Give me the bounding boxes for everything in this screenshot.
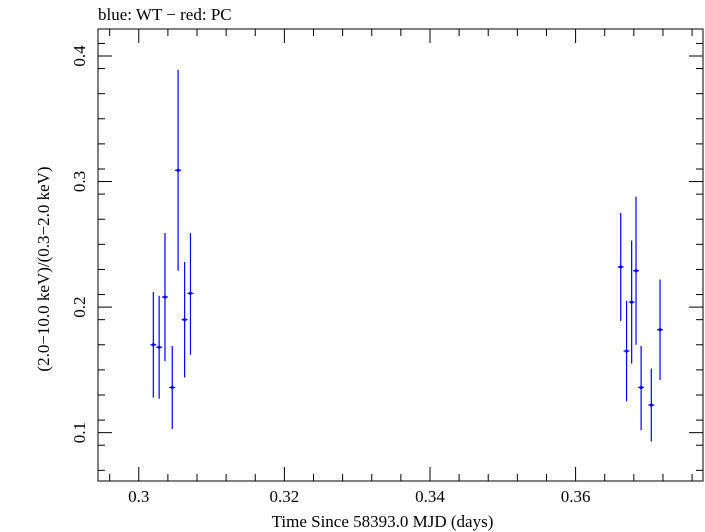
point-marker	[183, 318, 187, 322]
data-point	[175, 69, 182, 271]
data-point	[628, 240, 635, 364]
x-tick-label: 0.34	[415, 487, 445, 506]
data-point	[181, 261, 188, 378]
data-point	[633, 196, 640, 345]
data-point	[169, 346, 176, 429]
point-marker	[163, 295, 167, 299]
point-marker	[176, 168, 180, 172]
point-marker	[639, 385, 643, 390]
point-marker	[658, 328, 662, 332]
x-tick-label: 0.32	[270, 487, 300, 506]
point-marker	[619, 265, 623, 269]
point-marker	[157, 345, 161, 349]
x-tick-label: 0.3	[128, 487, 149, 506]
data-point	[150, 292, 157, 398]
plot-frame	[97, 28, 704, 482]
y-tick-label: 0.4	[70, 45, 89, 67]
point-marker	[649, 403, 653, 407]
y-tick-label: 0.2	[70, 296, 89, 317]
y-tick-label: 0.1	[70, 422, 89, 443]
point-marker	[151, 343, 155, 347]
data-point	[638, 346, 645, 431]
axis-ticks	[98, 29, 703, 481]
data-point	[623, 300, 630, 402]
chart-title: blue: WT − red: PC	[98, 5, 232, 24]
data-points	[150, 69, 664, 442]
y-axis-label: (2.0−10.0 keV)/(0.3−2.0 keV)	[34, 166, 53, 371]
point-marker	[188, 291, 193, 295]
data-point	[187, 233, 194, 355]
point-marker	[170, 385, 174, 390]
data-point	[657, 279, 664, 380]
y-tick-label: 0.3	[70, 171, 89, 192]
x-axis-label: Time Since 58393.0 MJD (days)	[272, 512, 494, 531]
point-marker	[634, 269, 638, 273]
data-point	[648, 368, 655, 442]
data-point	[156, 295, 163, 399]
data-point	[617, 212, 624, 321]
point-marker	[630, 300, 634, 304]
point-marker	[624, 349, 629, 353]
data-point	[161, 233, 168, 362]
axis-tick-labels: 0.3 0.32 0.34 0.36 0.1 0.2 0.3 0.4	[70, 45, 590, 506]
x-tick-label: 0.36	[561, 487, 591, 506]
